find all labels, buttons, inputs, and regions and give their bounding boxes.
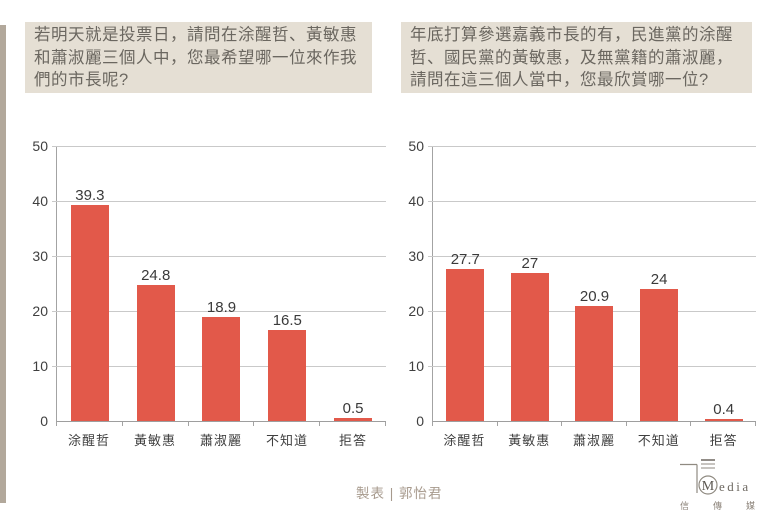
bar-value-label: 39.3 <box>75 186 105 204</box>
x-axis-tick <box>561 422 563 426</box>
bar-黃敏惠 <box>136 284 175 421</box>
bar-黃敏惠 <box>510 272 549 421</box>
bar-涂醒哲 <box>70 204 109 421</box>
y-axis-tick-label: 0 <box>416 413 424 429</box>
x-axis-category-label: 涂醒哲 <box>443 433 486 448</box>
gridline <box>52 311 386 312</box>
gridline <box>428 256 756 257</box>
x-axis-tick <box>690 422 692 426</box>
y-axis-tick-label: 10 <box>32 358 48 374</box>
x-axis-tick <box>121 422 123 426</box>
bar-不知道 <box>268 330 307 421</box>
logo-wordmark: edia <box>719 479 751 494</box>
logo-circle <box>698 475 718 495</box>
bar-slot: 16.5 <box>254 146 320 421</box>
bar-slot: 27 <box>498 146 563 421</box>
y-axis-tick-label: 30 <box>408 248 424 264</box>
y-axis-tick-label: 40 <box>32 193 48 209</box>
bar-value-label: 27 <box>521 254 539 272</box>
y-axis-tick-label: 40 <box>408 193 424 209</box>
bar-slot: 0.5 <box>320 146 386 421</box>
x-axis-category-label: 拒答 <box>338 433 367 448</box>
x-axis-category-labels: 涂醒哲 黃敏惠 蕭淑麗 不知道 拒答 <box>432 430 756 449</box>
bar-蕭淑麗 <box>202 317 241 421</box>
bar-涂醒哲 <box>446 268 485 421</box>
x-axis-category-label: 蕭淑麗 <box>199 433 242 448</box>
gridline <box>428 201 756 202</box>
x-axis-tick <box>432 422 433 426</box>
x-axis-category-label: 拒答 <box>709 433 738 448</box>
gridline <box>52 201 386 202</box>
y-axis-tick-label: 10 <box>408 358 424 374</box>
x-axis-category-labels: 涂醒哲 黃敏惠 蕭淑麗 不知道 拒答 <box>56 430 386 449</box>
bar-value-label: 20.9 <box>579 288 610 306</box>
bar-chart-right: 0 10 20 30 40 50 27.7 27 20.9 24 0.4 涂醒哲 黃敏惠 蕭淑麗 不知道 拒答 <box>396 138 758 458</box>
bar-不知道 <box>640 289 679 421</box>
x-axis-tick <box>253 422 255 426</box>
bar-slot: 0.4 <box>691 146 756 421</box>
bar-slot: 20.9 <box>562 146 627 421</box>
bars-row: 27.7 27 20.9 24 0.4 <box>433 146 756 421</box>
bars-row: 39.3 24.8 18.9 16.5 0.5 <box>57 146 386 421</box>
x-axis-category-label: 不知道 <box>265 433 308 448</box>
y-axis-tick-label: 50 <box>408 138 424 154</box>
x-axis-category-label: 黃敏惠 <box>133 433 176 448</box>
x-axis-category-label: 涂醒哲 <box>67 433 110 448</box>
bar-slot: 18.9 <box>189 146 255 421</box>
cmmedia-logo-mark: M edia <box>680 459 751 495</box>
y-axis-tick-label: 0 <box>40 413 48 429</box>
left-edge-strip <box>0 25 6 503</box>
bar-value-label: 27.7 <box>450 250 480 268</box>
plot-area: 39.3 24.8 18.9 16.5 0.5 <box>52 146 386 426</box>
x-axis-tick <box>755 422 756 426</box>
x-axis-tick <box>496 422 498 426</box>
x-axis-category-label: 黃敏惠 <box>508 433 551 448</box>
question-box-right: 年底打算參選嘉義市長的有，民進黨的涂醒哲、國民黨的黃敏惠，及無黨籍的蕭淑麗，請問… <box>401 22 752 93</box>
plot-area: 27.7 27 20.9 24 0.4 <box>428 146 756 426</box>
y-axis-tick-label: 20 <box>32 303 48 319</box>
x-axis-category-label: 蕭淑麗 <box>572 433 615 448</box>
bar-slot: 24.8 <box>123 146 189 421</box>
bar-value-label: 0.4 <box>713 400 735 418</box>
bar-chart-left: 0 10 20 30 40 50 39.3 24.8 18.9 16.5 0.5 涂醒哲 黃敏惠 蕭淑麗 不… <box>20 138 388 458</box>
bar-value-label: 18.9 <box>206 299 237 317</box>
bar-value-label: 24.8 <box>141 266 171 284</box>
y-axis-tick-label: 50 <box>32 138 48 154</box>
gridline <box>52 146 386 147</box>
bar-value-label: 24 <box>650 271 668 288</box>
bar-value-label: 16.5 <box>272 312 302 330</box>
question-box-left: 若明天就是投票日，請問在涂醒哲、黃敏惠和蕭淑麗三個人中，您最希望哪一位來作我們的… <box>25 22 372 93</box>
x-axis-tick <box>56 422 57 426</box>
logo-subtext: 信傳媒 <box>680 501 755 511</box>
credit-line: 製表 | 郭怡君 <box>356 486 443 501</box>
bar-蕭淑麗 <box>575 306 614 421</box>
bar-slot: 24 <box>627 146 692 421</box>
bar-拒答 <box>334 418 373 421</box>
y-axis-tick-label: 30 <box>32 248 48 264</box>
cmmedia-logo: M edia 信傳媒 <box>676 455 762 512</box>
logo-monogram: M <box>702 479 715 494</box>
bar-value-label: 0.5 <box>342 400 364 418</box>
bar-slot: 27.7 <box>433 146 498 421</box>
gridline <box>52 256 386 257</box>
bar-slot: 39.3 <box>57 146 123 421</box>
x-axis-category-label: 不知道 <box>637 433 680 448</box>
x-axis-tick <box>385 422 386 426</box>
bar-拒答 <box>704 418 743 421</box>
x-axis-tick <box>625 422 627 426</box>
y-axis-tick-label: 20 <box>408 303 424 319</box>
x-axis-tick <box>187 422 189 426</box>
x-axis-tick <box>319 422 321 426</box>
gridline <box>428 146 756 147</box>
